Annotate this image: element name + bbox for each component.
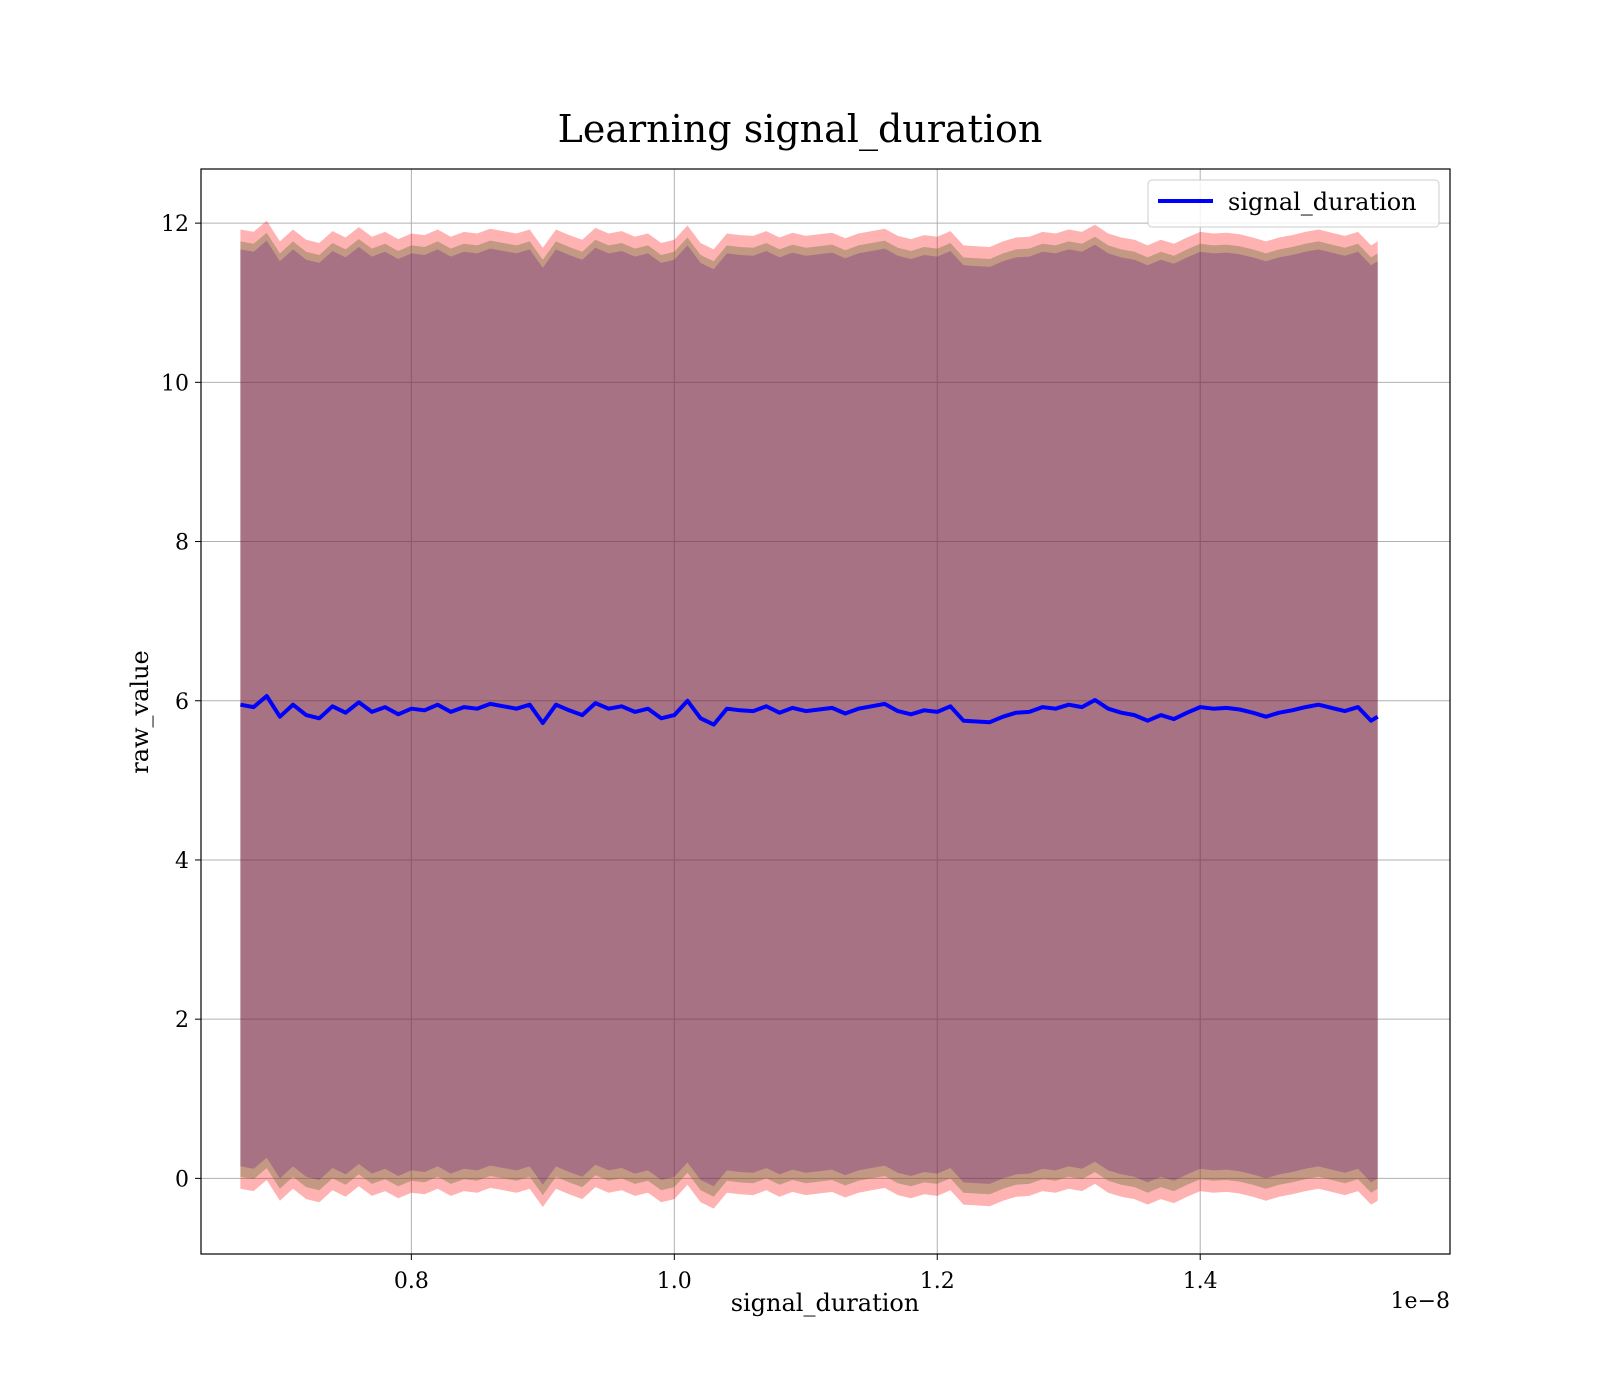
y-tick-label: 2 [175,1008,189,1033]
chart-title: Learning signal_duration [558,107,1043,152]
y-tick-label: 12 [161,212,189,237]
y-axis-label: raw_value [126,650,154,774]
y-tick-label: 0 [175,1167,189,1192]
x-tick-label: 1.4 [1183,1269,1218,1294]
y-tick-label: 4 [175,849,189,874]
legend-label: signal_duration [1228,188,1417,216]
plot-frame [200,168,1451,1255]
legend-box [1147,179,1440,228]
confidence-band [240,220,1378,1209]
series-lines [240,694,1379,727]
x-axis-scale-label: 1e−8 [1391,1289,1450,1314]
x-tick-label: 1.2 [920,1269,955,1294]
confidence-bands [240,220,1378,1209]
x-axis-ticks: 0.8 1.0 1.2 1.4 [394,1254,1218,1294]
y-axis-ticks: 0 2 4 6 8 10 12 [161,212,201,1192]
confidence-band [240,232,1378,1197]
legend: signal_duration [1147,179,1440,228]
series-line [240,694,1379,727]
y-tick-label: 8 [175,531,189,556]
y-tick-label: 6 [175,690,189,715]
grid-lines [201,169,1450,1254]
confidence-band [240,240,1378,1187]
x-tick-label: 1.0 [657,1269,692,1294]
y-tick-label: 10 [161,371,189,396]
x-tick-label: 0.8 [394,1269,429,1294]
x-axis-label: signal_duration [731,1289,920,1317]
